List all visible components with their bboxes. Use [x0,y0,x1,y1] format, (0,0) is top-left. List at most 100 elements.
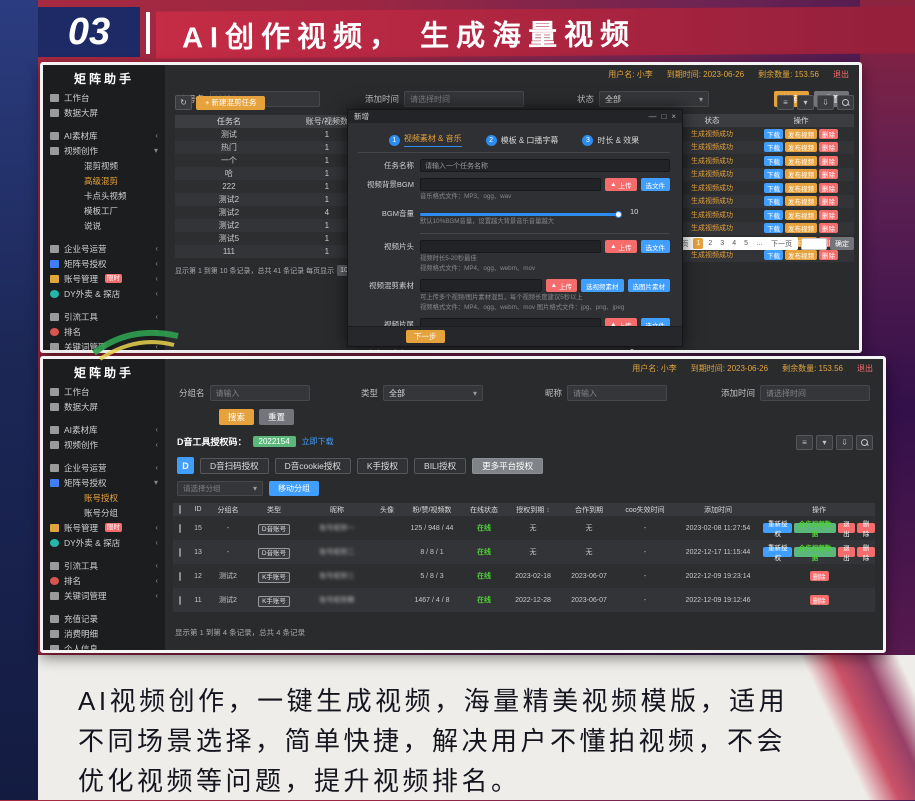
publish-button[interactable]: 发布视频 [785,142,817,153]
delete-button[interactable]: 删除 [819,128,838,139]
page-button[interactable]: 2 [708,240,713,247]
table-row[interactable]: 一个 1 [175,154,371,167]
minimize-icon[interactable]: — [648,112,657,121]
row-checkbox[interactable] [173,523,187,533]
table-row[interactable]: 生成视频成功 下载 发布视频 删除 [676,127,854,141]
reauth-button[interactable]: 重新授权 [763,545,793,562]
table-row[interactable]: 生成视频成功 下载 发布视频 删除 [676,208,854,222]
table-row[interactable]: 11 测试2 K手账号 账号昵称舞 1467 / 4 / 8 在线 2022-1… [173,588,875,612]
refresh-icon[interactable]: ↻ [175,95,192,110]
publish-button[interactable]: 发布视频 [785,182,817,193]
step-2[interactable]: 2 模板 & 口播字幕 [485,133,558,147]
sidebar-item[interactable]: 矩阵号授权 ‹ [43,256,165,271]
status-link[interactable]: 生成视频成功 [691,144,733,152]
download-button[interactable]: 下载 [764,250,783,261]
table-row[interactable]: 13 - D音账号 账号昵称二 8 / 8 / 1 在线 无 无 - 2022-… [173,540,875,564]
delete-button[interactable]: 删除 [809,595,829,605]
add-time-input[interactable]: 请选择时间 [404,91,525,107]
delete-button[interactable]: 删除 [819,196,838,207]
table-row[interactable]: 生成视频成功 下载 发布视频 删除 [676,221,854,235]
table-row[interactable]: 测试2 1 [175,193,371,206]
douyin-logo-icon[interactable]: D [177,457,194,474]
columns-icon[interactable]: ▾ [816,435,833,450]
status-link[interactable]: 生成视频成功 [691,130,733,138]
sidebar-item[interactable]: 工作台 [43,90,165,105]
sidebar-item[interactable]: 模板工厂 [43,203,165,218]
page-button[interactable]: 4 [732,240,737,247]
export-icon[interactable]: ⇩ [836,435,853,450]
table-row[interactable]: 测试2 4 [175,206,371,219]
delete-button[interactable]: 删除 [819,155,838,166]
choose-video-button[interactable]: 选视频素材 [581,279,624,292]
table-row[interactable]: 生成视频成功 下载 发布视频 删除 [676,194,854,208]
sidebar-item[interactable]: 数据大屏 [43,105,165,120]
auth-button[interactable]: 更多平台授权 [472,457,544,474]
auth-button[interactable]: D音cookie授权 [274,457,351,474]
sidebar-item[interactable]: 企业号运营 ‹ [43,241,165,256]
delete-button[interactable]: 删除 [819,236,838,247]
sidebar-item[interactable]: 视频创作 ▾ [43,143,165,158]
search-icon[interactable] [837,95,854,110]
status-link[interactable]: 生成视频成功 [691,211,733,219]
publish-button[interactable]: 发布视频 [785,250,817,261]
auth-button[interactable]: BILI授权 [414,457,467,474]
page-confirm-button[interactable]: 确定 [830,237,854,250]
sidebar-item[interactable]: 排名 ‹ [43,573,165,588]
download-link[interactable]: 立即下载 [301,437,334,446]
delete-button[interactable]: 删除 [819,223,838,234]
group-select[interactable]: 请选择分组 ▾ [177,481,263,496]
logout-button[interactable]: 退出 [837,545,856,562]
publish-button[interactable]: 发布视频 [785,196,817,207]
row-checkbox[interactable] [173,547,187,557]
sidebar-item[interactable]: 消费明细 [43,626,165,641]
download-button[interactable]: 下载 [764,209,783,220]
auth-button[interactable]: D音扫码授权 [200,457,269,474]
reset-button[interactable]: 重置 [259,409,295,425]
status-link[interactable]: 生成视频成功 [691,198,733,206]
close-icon[interactable]: × [671,112,676,121]
sidebar-item[interactable]: 充值记录 [43,611,165,626]
status-link[interactable]: 生成视频成功 [691,225,733,233]
delete-button[interactable]: 删除 [819,182,838,193]
table-row[interactable]: 生成视频成功 下载 发布视频 删除 [676,167,854,181]
table-row[interactable]: 哈 1 [175,167,371,180]
sidebar-item[interactable]: 关键词管理 ‹ [43,339,165,350]
task-name-input[interactable]: 请输入一个任务名称 [420,159,670,172]
search-icon[interactable] [856,435,873,450]
coop-data-button[interactable]: 合作视频数据 [794,545,836,562]
delete-button[interactable]: 删除 [819,209,838,220]
sidebar-item[interactable]: 高级混剪 [43,173,165,188]
page-button[interactable]: 1 [693,238,704,249]
bgm-input[interactable] [420,178,602,191]
type-select[interactable]: 全部 ▾ [383,385,484,401]
table-row[interactable]: 测试5 1 [175,232,371,245]
delete-button[interactable]: 删除 [857,545,875,562]
delete-button[interactable]: 删除 [857,521,875,538]
download-button[interactable]: 下载 [764,155,783,166]
publish-button[interactable]: 发布视频 [785,155,817,166]
columns-icon[interactable]: ▾ [797,95,814,110]
row-checkbox[interactable] [173,571,187,581]
logout-button[interactable]: 退出 [837,521,856,538]
table-row[interactable]: 222 1 [175,180,371,193]
delete-button[interactable]: 删除 [819,142,838,153]
reauth-button[interactable]: 重新授权 [763,521,793,538]
row-checkbox[interactable] [173,595,187,605]
choose-file-button[interactable]: 选文件 [640,178,670,191]
sidebar-item[interactable]: 账号授权 [43,490,165,505]
sidebar-item[interactable]: DY外卖 & 探店 ‹ [43,535,165,550]
step-1[interactable]: 1 视频素材 & 音乐 [388,133,462,147]
download-button[interactable]: 下载 [764,196,783,207]
table-row[interactable]: 生成视频成功 下载 发布视频 删除 [676,140,854,154]
page-button[interactable]: 下一页 [771,240,792,248]
export-icon[interactable]: ⇩ [817,95,834,110]
sidebar-item[interactable]: 账号管理 限时 ‹ [43,520,165,535]
coop-data-button[interactable]: 合作视频数据 [794,521,836,538]
sidebar-item[interactable]: 引流工具 ‹ [43,558,165,573]
status-link[interactable]: 生成视频成功 [691,157,733,165]
page-button[interactable]: 5 [744,240,748,247]
table-row[interactable]: 生成视频成功 下载 发布视频 删除 [676,154,854,168]
logout-link[interactable]: 退出 [857,364,873,373]
sidebar-item[interactable]: 账号管理 限时 ‹ [43,271,165,286]
download-button[interactable]: 下载 [764,128,783,139]
